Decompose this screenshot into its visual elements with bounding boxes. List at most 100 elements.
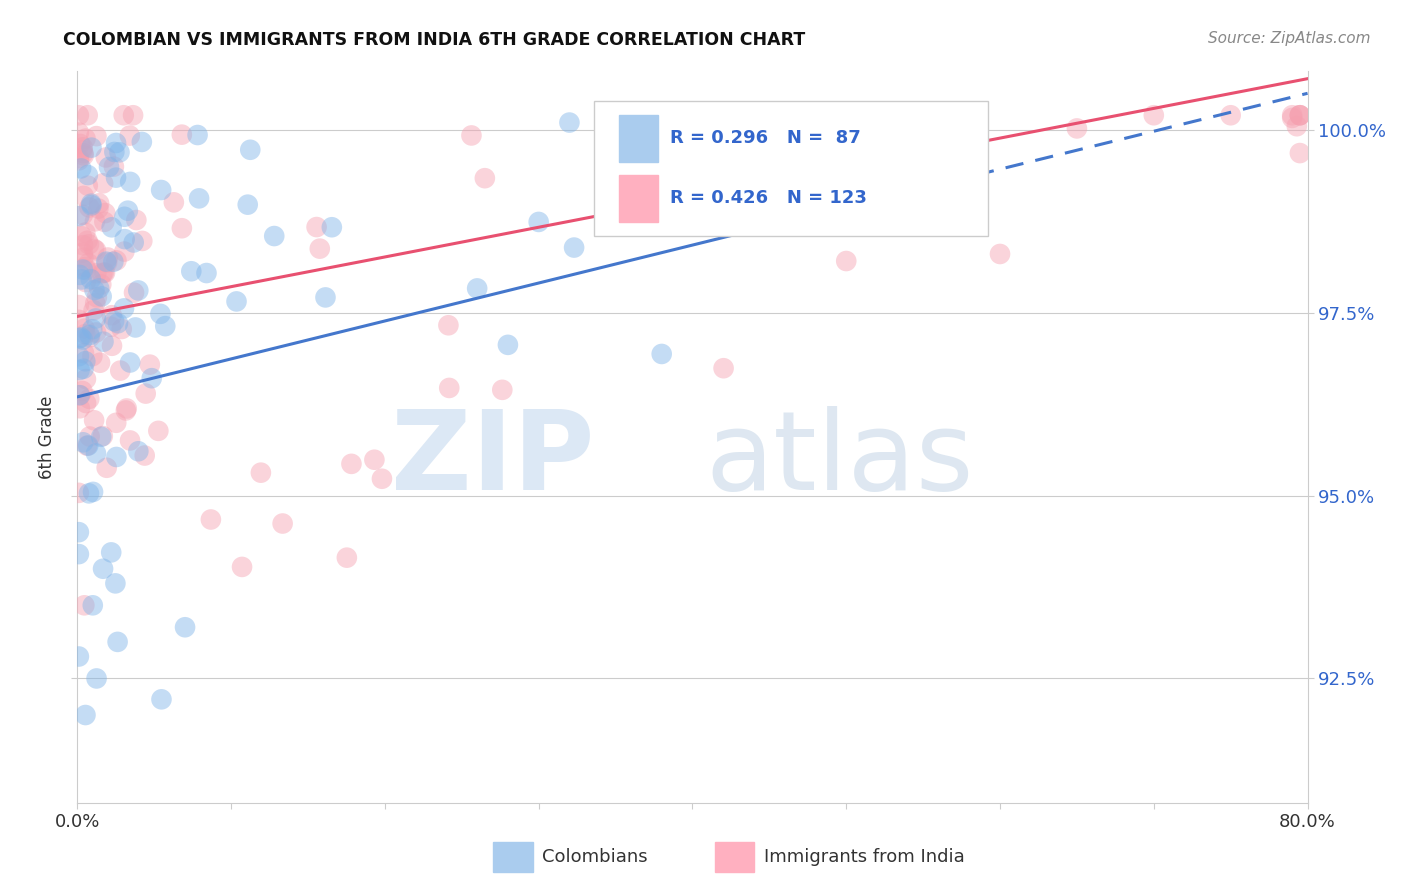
- Point: [562, 241, 585, 255]
- Point: [1289, 108, 1312, 122]
- Point: [460, 128, 482, 143]
- Point: [120, 355, 142, 369]
- Point: [263, 229, 285, 244]
- Point: [437, 318, 460, 333]
- Point: [100, 545, 122, 559]
- Point: [75, 708, 97, 723]
- Point: [187, 128, 209, 142]
- Point: [340, 457, 363, 471]
- Point: [491, 383, 513, 397]
- Point: [465, 281, 488, 295]
- Text: R = 0.296   N =  87: R = 0.296 N = 87: [671, 129, 860, 147]
- Point: [75, 354, 97, 368]
- Text: COLOMBIAN VS IMMIGRANTS FROM INDIA 6TH GRADE CORRELATION CHART: COLOMBIAN VS IMMIGRANTS FROM INDIA 6TH G…: [63, 31, 806, 49]
- Point: [72, 208, 94, 222]
- Point: [363, 452, 385, 467]
- Point: [98, 160, 121, 174]
- Point: [84, 326, 107, 340]
- Point: [122, 108, 145, 122]
- Text: R = 0.426   N = 123: R = 0.426 N = 123: [671, 189, 868, 208]
- Point: [91, 429, 114, 443]
- Point: [131, 135, 153, 149]
- FancyBboxPatch shape: [714, 841, 754, 872]
- Point: [371, 472, 394, 486]
- Point: [87, 202, 110, 216]
- Point: [67, 298, 90, 312]
- Point: [67, 108, 90, 122]
- Point: [84, 214, 107, 228]
- Point: [101, 339, 124, 353]
- Point: [321, 220, 343, 235]
- Point: [79, 429, 101, 443]
- Point: [1066, 121, 1088, 136]
- Point: [127, 444, 149, 458]
- Point: [72, 384, 94, 398]
- Point: [835, 254, 858, 268]
- Point: [103, 160, 125, 174]
- Point: [141, 371, 163, 385]
- Point: [72, 189, 94, 203]
- Point: [108, 145, 131, 160]
- Text: ZIP: ZIP: [391, 406, 595, 513]
- Point: [73, 148, 96, 162]
- Point: [336, 550, 359, 565]
- Point: [76, 108, 98, 122]
- Point: [70, 330, 93, 344]
- Point: [84, 244, 107, 258]
- Point: [1219, 108, 1241, 122]
- Point: [67, 649, 90, 664]
- Point: [72, 143, 94, 157]
- Point: [96, 254, 118, 268]
- Point: [67, 486, 90, 500]
- Point: [115, 403, 138, 417]
- Point: [110, 363, 132, 377]
- Point: [75, 260, 97, 274]
- Point: [69, 388, 91, 402]
- Point: [100, 319, 122, 334]
- Point: [308, 242, 330, 256]
- Point: [105, 253, 128, 268]
- Point: [114, 210, 136, 224]
- Point: [91, 177, 114, 191]
- Point: [713, 361, 735, 376]
- Point: [75, 275, 97, 289]
- Point: [117, 203, 139, 218]
- Point: [236, 197, 259, 211]
- Point: [150, 183, 173, 197]
- Point: [239, 143, 262, 157]
- Point: [124, 320, 146, 334]
- FancyBboxPatch shape: [619, 175, 658, 222]
- Point: [91, 266, 114, 280]
- Point: [76, 178, 98, 193]
- Point: [67, 331, 90, 345]
- Point: [77, 438, 100, 452]
- Point: [79, 328, 101, 343]
- Point: [135, 386, 157, 401]
- Point: [73, 599, 96, 613]
- Point: [72, 333, 94, 347]
- Point: [75, 226, 97, 240]
- Point: [118, 434, 141, 448]
- Point: [83, 413, 105, 427]
- Point: [80, 141, 103, 155]
- Point: [84, 446, 107, 460]
- Point: [271, 516, 294, 531]
- Point: [90, 430, 112, 444]
- Point: [1285, 120, 1308, 134]
- Point: [94, 266, 117, 280]
- Point: [149, 307, 172, 321]
- Point: [67, 126, 90, 140]
- Point: [112, 244, 135, 259]
- Point: [200, 512, 222, 526]
- Point: [83, 303, 105, 318]
- Point: [75, 131, 97, 145]
- Point: [1289, 108, 1312, 122]
- Point: [86, 672, 108, 686]
- Point: [1281, 108, 1303, 122]
- Point: [82, 349, 104, 363]
- Point: [86, 129, 108, 144]
- Point: [75, 372, 97, 386]
- Point: [112, 108, 135, 122]
- Point: [72, 251, 94, 265]
- Point: [89, 356, 111, 370]
